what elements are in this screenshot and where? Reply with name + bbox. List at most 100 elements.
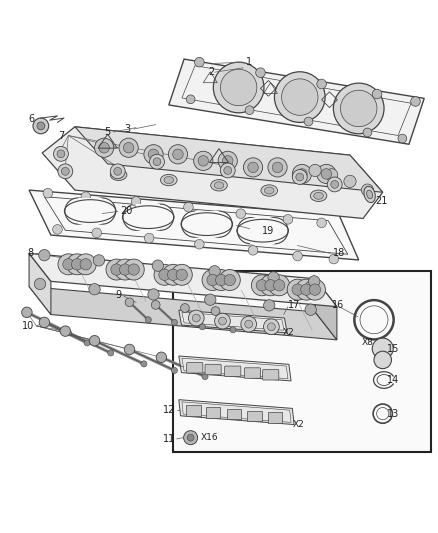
Circle shape bbox=[37, 122, 45, 130]
Circle shape bbox=[131, 197, 141, 206]
Circle shape bbox=[184, 203, 193, 212]
Text: 18: 18 bbox=[333, 248, 346, 259]
Text: 1: 1 bbox=[246, 57, 252, 67]
Circle shape bbox=[63, 259, 74, 270]
Circle shape bbox=[206, 211, 232, 237]
Circle shape bbox=[106, 259, 127, 280]
Polygon shape bbox=[182, 358, 288, 379]
Polygon shape bbox=[29, 253, 51, 314]
Circle shape bbox=[75, 254, 96, 275]
Circle shape bbox=[268, 323, 276, 330]
Circle shape bbox=[89, 335, 100, 346]
Bar bbox=[247, 410, 262, 421]
Circle shape bbox=[304, 279, 325, 300]
Bar bbox=[227, 409, 241, 419]
Circle shape bbox=[186, 95, 195, 103]
Polygon shape bbox=[179, 400, 294, 425]
Circle shape bbox=[184, 431, 198, 445]
Bar bbox=[173, 271, 431, 452]
Circle shape bbox=[317, 164, 336, 183]
Circle shape bbox=[180, 304, 189, 312]
Circle shape bbox=[60, 326, 71, 336]
Circle shape bbox=[241, 316, 257, 332]
Circle shape bbox=[84, 340, 90, 346]
Circle shape bbox=[292, 169, 307, 184]
Circle shape bbox=[374, 351, 392, 369]
Circle shape bbox=[344, 175, 356, 188]
Ellipse shape bbox=[114, 171, 124, 179]
Circle shape bbox=[215, 313, 230, 329]
Circle shape bbox=[209, 265, 220, 277]
Circle shape bbox=[95, 138, 114, 157]
Circle shape bbox=[363, 128, 372, 137]
Circle shape bbox=[162, 264, 184, 285]
Circle shape bbox=[296, 173, 304, 181]
Circle shape bbox=[331, 181, 339, 188]
Circle shape bbox=[188, 310, 204, 326]
Circle shape bbox=[141, 361, 147, 367]
Circle shape bbox=[292, 164, 311, 183]
Polygon shape bbox=[179, 310, 287, 333]
FancyBboxPatch shape bbox=[225, 366, 241, 376]
Ellipse shape bbox=[265, 187, 274, 194]
Circle shape bbox=[99, 142, 110, 153]
Circle shape bbox=[145, 233, 154, 243]
Circle shape bbox=[265, 280, 276, 291]
Circle shape bbox=[173, 149, 183, 159]
Text: X2: X2 bbox=[292, 420, 304, 429]
Circle shape bbox=[124, 344, 135, 354]
Circle shape bbox=[317, 218, 326, 228]
Circle shape bbox=[128, 264, 139, 275]
Circle shape bbox=[34, 278, 46, 289]
Bar bbox=[78, 198, 102, 224]
Circle shape bbox=[220, 163, 235, 178]
Circle shape bbox=[224, 274, 236, 286]
Circle shape bbox=[71, 259, 83, 270]
Text: 16: 16 bbox=[332, 300, 344, 310]
Circle shape bbox=[33, 118, 49, 134]
Circle shape bbox=[43, 188, 53, 198]
Circle shape bbox=[187, 434, 194, 441]
Bar bbox=[206, 407, 220, 417]
Circle shape bbox=[264, 300, 275, 311]
Text: 11: 11 bbox=[163, 434, 175, 444]
Text: 12: 12 bbox=[163, 405, 175, 415]
Circle shape bbox=[268, 158, 287, 177]
Circle shape bbox=[244, 158, 263, 177]
Circle shape bbox=[300, 284, 312, 295]
Ellipse shape bbox=[160, 174, 177, 185]
Polygon shape bbox=[75, 127, 383, 192]
Circle shape bbox=[89, 198, 116, 224]
Circle shape bbox=[296, 279, 317, 300]
Circle shape bbox=[144, 144, 163, 164]
Text: X8: X8 bbox=[362, 338, 374, 348]
Text: 20: 20 bbox=[120, 206, 133, 216]
Circle shape bbox=[194, 239, 204, 249]
Circle shape bbox=[58, 164, 73, 179]
Circle shape bbox=[297, 169, 307, 179]
FancyBboxPatch shape bbox=[205, 364, 221, 375]
Polygon shape bbox=[29, 253, 337, 306]
Circle shape bbox=[156, 352, 166, 362]
Circle shape bbox=[272, 162, 283, 173]
Circle shape bbox=[329, 254, 339, 264]
Polygon shape bbox=[182, 402, 291, 422]
Circle shape bbox=[125, 298, 134, 306]
Circle shape bbox=[53, 147, 68, 161]
Circle shape bbox=[287, 279, 308, 300]
Circle shape bbox=[192, 314, 200, 322]
Circle shape bbox=[321, 169, 332, 179]
Circle shape bbox=[57, 150, 65, 158]
Circle shape bbox=[108, 350, 114, 356]
Circle shape bbox=[361, 184, 374, 196]
Circle shape bbox=[325, 169, 338, 181]
Circle shape bbox=[150, 154, 164, 169]
Text: 2: 2 bbox=[208, 67, 215, 77]
Circle shape bbox=[115, 259, 136, 280]
Circle shape bbox=[219, 270, 240, 290]
Circle shape bbox=[245, 106, 254, 115]
Circle shape bbox=[273, 280, 285, 291]
Circle shape bbox=[168, 144, 187, 164]
Circle shape bbox=[194, 151, 213, 171]
Ellipse shape bbox=[214, 182, 224, 189]
